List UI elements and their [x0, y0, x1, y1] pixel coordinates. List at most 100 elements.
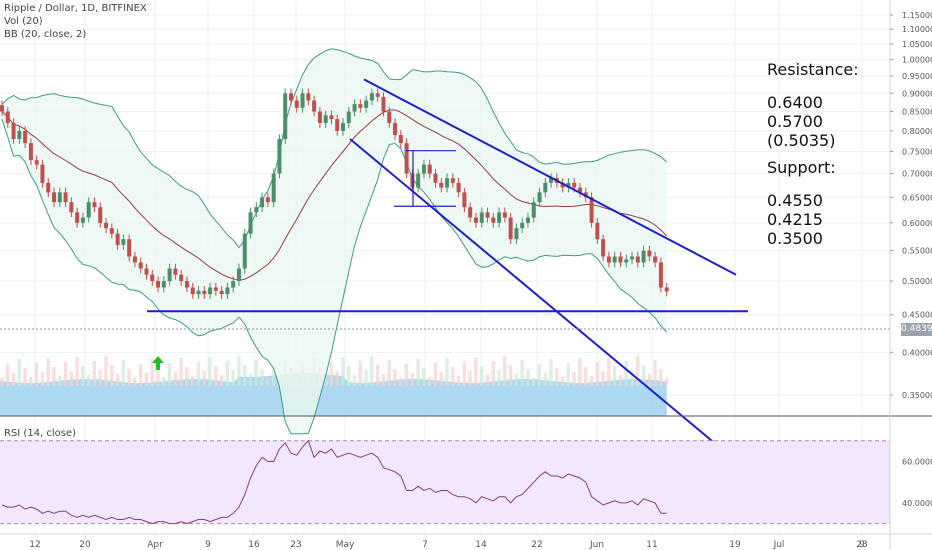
- symbol-title[interactable]: Ripple / Dollar, 1D, BITFINEX: [4, 3, 147, 14]
- volume-bar: [555, 368, 559, 386]
- candle-body: [335, 119, 340, 131]
- support-level: 0.4550: [767, 191, 823, 210]
- candle-body: [387, 111, 392, 124]
- volume-bar: [566, 363, 571, 386]
- volume-bar: [456, 376, 461, 386]
- candle-body: [416, 173, 421, 188]
- volume-bar: [612, 366, 617, 386]
- volume-bar: [92, 361, 97, 386]
- price-tick-label: 0.35000: [902, 391, 932, 400]
- volume-bar: [144, 373, 149, 386]
- bollinger-fill: [2, 48, 667, 434]
- candle-body: [601, 239, 606, 257]
- bb-legend[interactable]: BB (20, close, 2): [4, 29, 87, 40]
- bollinger-lower: [1, 119, 668, 435]
- candle-body: [439, 182, 444, 188]
- volume-bar: [514, 374, 519, 386]
- candle-body: [300, 93, 305, 108]
- candle-body: [514, 228, 519, 240]
- volume-bar: [11, 373, 16, 386]
- candle-body: [75, 212, 80, 223]
- candle-body: [219, 290, 224, 295]
- volume-bar: [641, 365, 646, 386]
- candle-body: [132, 256, 137, 263]
- candle-body: [618, 256, 623, 263]
- candle-body: [375, 93, 380, 97]
- volume-bar: [341, 357, 345, 386]
- volume-bar: [422, 368, 426, 386]
- bollinger-upper: [1, 48, 668, 249]
- candle-body: [52, 192, 57, 203]
- candle-body: [265, 197, 270, 203]
- volume-bar: [630, 370, 634, 386]
- channel-lower-line: [349, 138, 717, 446]
- resistance-level: 0.5700: [767, 112, 823, 131]
- candle-body: [329, 115, 334, 120]
- volume-bar: [271, 364, 276, 386]
- candle-body: [167, 268, 172, 282]
- volume-bar: [433, 363, 438, 386]
- candle-body: [381, 96, 386, 112]
- time-tick-label: 9: [205, 540, 211, 550]
- volume-bar: [491, 361, 495, 386]
- volume-bar: [387, 360, 391, 386]
- volume-bar: [323, 376, 328, 386]
- volume-bar: [352, 375, 357, 386]
- candle-body: [179, 274, 184, 282]
- rsi-tick-label: 60.0000: [902, 457, 932, 466]
- candle-body: [427, 164, 432, 174]
- candle-body: [254, 207, 259, 213]
- candle-body: [341, 123, 346, 131]
- price-tick-label: 0.75000: [902, 148, 932, 157]
- candle-body: [433, 173, 438, 183]
- rsi-legend[interactable]: RSI (14, close): [4, 428, 77, 439]
- volume-bar: [381, 374, 386, 386]
- volume-bar: [40, 372, 45, 386]
- support-level: 0.3500: [767, 229, 823, 248]
- candle-body: [630, 256, 635, 260]
- volume-bar: [110, 365, 114, 386]
- volume-bar: [618, 375, 623, 386]
- volume-bar: [549, 359, 553, 386]
- volume-bar: [231, 370, 235, 386]
- candle-body: [404, 143, 409, 174]
- volume-bar: [375, 365, 380, 386]
- volume-bar: [439, 372, 443, 386]
- candle-body: [560, 182, 565, 188]
- candle-body: [271, 173, 276, 203]
- support-title: Support:: [767, 158, 836, 177]
- candle-body: [248, 212, 253, 234]
- volume-bar: [503, 356, 507, 386]
- candle-body: [92, 202, 97, 208]
- volume-bar: [133, 378, 137, 386]
- volume-bar: [214, 366, 218, 386]
- volume-bar: [445, 358, 449, 386]
- price-tick-label: 1.00000: [902, 56, 932, 65]
- time-tick-label: 9: [859, 540, 865, 550]
- candle-body: [572, 182, 577, 188]
- candle-body: [121, 239, 126, 245]
- time-tick-label: Apr: [147, 540, 163, 550]
- volume-bar: [225, 361, 230, 386]
- candle-body: [40, 164, 45, 183]
- candle-body: [578, 187, 582, 193]
- rsi-pane: [0, 439, 890, 525]
- volume-bar: [202, 371, 206, 386]
- time-tick-label: 23: [290, 540, 301, 550]
- price-tick-label: 0.50000: [902, 277, 932, 286]
- candle-body: [28, 143, 33, 161]
- candle-body: [80, 217, 85, 223]
- volume-bar: [104, 356, 108, 386]
- price-tick-label: 0.90000: [902, 89, 932, 98]
- volume-bar: [647, 374, 651, 386]
- candle-body: [306, 93, 311, 101]
- volume-bar: [497, 370, 501, 386]
- volume-bar: [208, 357, 212, 386]
- volume-legend[interactable]: Vol (20): [4, 16, 43, 27]
- candle-body: [109, 228, 114, 234]
- time-tick-label: May: [336, 540, 355, 550]
- candle-body: [138, 262, 143, 269]
- volume-pane: [0, 356, 669, 416]
- volume-bar: [404, 364, 409, 386]
